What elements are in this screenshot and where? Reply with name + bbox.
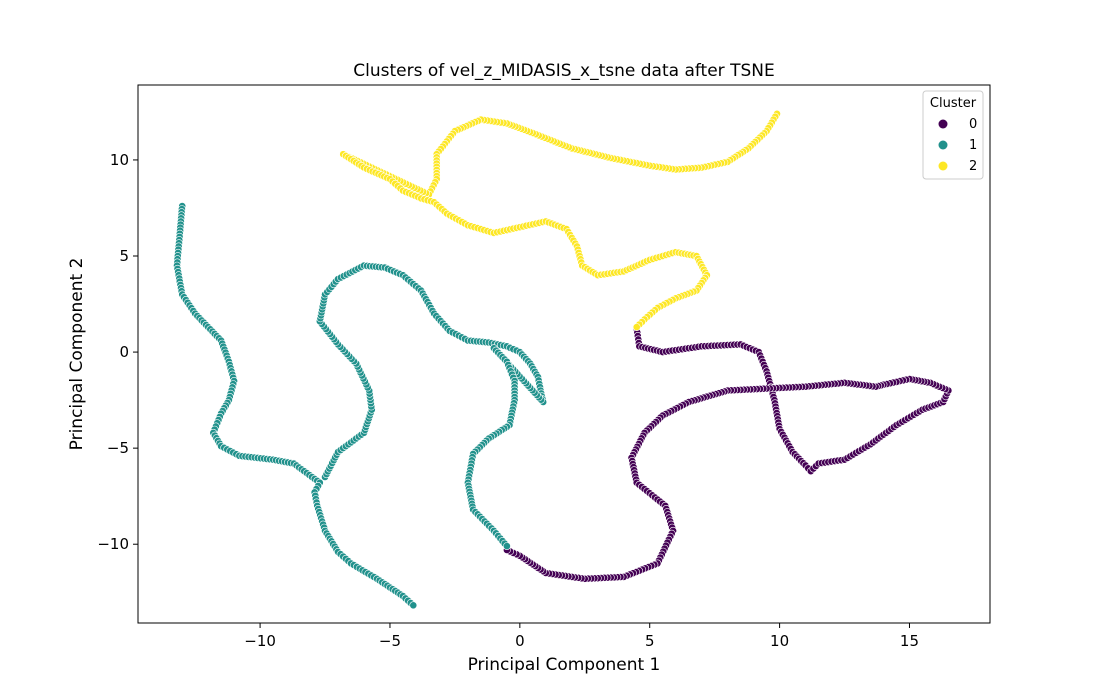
y-tick-label: −5 [107,439,129,457]
legend: Cluster 0 1 2 [922,90,984,180]
x-tick-label: 0 [515,632,525,650]
series-0 [502,325,953,583]
y-tick-label: 10 [110,151,129,169]
y-tick-label: 0 [119,343,129,361]
series-2 [339,109,781,331]
x-tick-label: −5 [379,632,401,650]
data-point [632,323,641,331]
x-tick-label: 5 [645,632,655,650]
data-point [502,542,511,550]
legend-marker-1 [938,140,948,150]
y-tick-label: −10 [97,535,129,553]
x-tick-label: 15 [900,632,919,650]
legend-label-0: 0 [969,117,977,132]
legend-label-2: 2 [969,159,977,174]
points-layer [173,109,953,610]
legend-title: Cluster [930,96,977,111]
x-tick-label: 10 [770,632,789,650]
plot-frame [137,84,991,624]
y-axis-ticks: −10 −5 0 5 10 [97,151,138,553]
legend-marker-2 [938,161,948,171]
legend-label-1: 1 [969,138,977,153]
data-point [409,601,418,610]
chart-title: Clusters of vel_z_MIDASIS_x_tsne data af… [353,61,774,81]
series-1 [173,202,548,610]
y-tick-label: 5 [119,247,129,265]
x-axis-title: Principal Component 1 [468,655,661,675]
legend-box [922,90,984,180]
y-axis-title: Principal Component 2 [67,258,87,451]
x-axis-ticks: −10 −5 0 5 10 15 [244,623,919,650]
legend-marker-0 [938,119,948,129]
x-tick-label: −10 [244,632,276,650]
